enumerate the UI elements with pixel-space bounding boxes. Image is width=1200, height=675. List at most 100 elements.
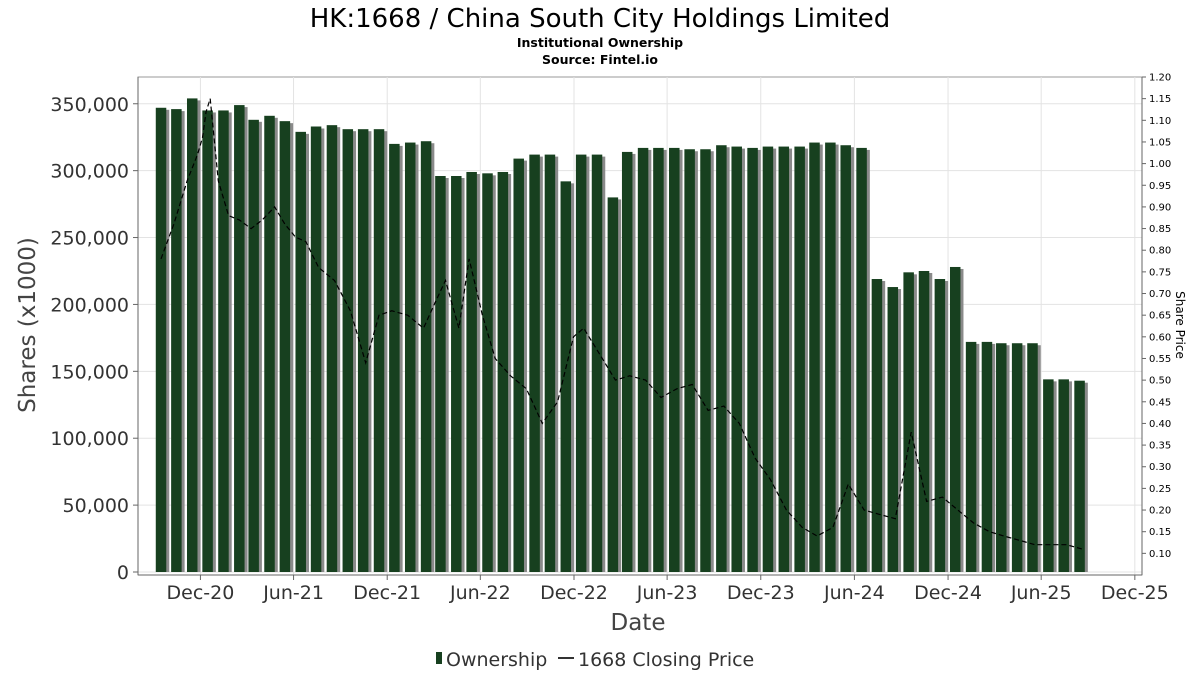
y-axis-label: Shares (x1000)	[15, 237, 41, 413]
ownership-bar	[202, 110, 213, 572]
y-tick-label: 300,000	[50, 161, 129, 183]
y-tick-label: 150,000	[50, 361, 129, 383]
ownership-bar	[1043, 379, 1054, 572]
y2-tick-label: 0.60	[1149, 332, 1171, 343]
x-tick-label: Jun-21	[262, 582, 324, 604]
ownership-bar	[637, 147, 649, 573]
ownership-bar	[389, 143, 400, 572]
ownership-bar	[669, 147, 680, 573]
y2-axis-ticks: 0.10 0.15 0.20 0.25 0.30 0.35 0.40 0.45 0.50 0.55…	[1142, 73, 1171, 560]
ownership-bar	[918, 270, 930, 572]
ownership-bar	[420, 141, 432, 572]
ownership-bar	[591, 154, 603, 572]
x-tick-label: Jun-24	[823, 582, 885, 604]
y2-tick-label: 0.85	[1149, 224, 1171, 235]
y-tick-label: 200,000	[50, 294, 129, 316]
y2-tick-label: 0.20	[1149, 506, 1171, 517]
y2-tick-label: 0.80	[1149, 246, 1171, 257]
y2-tick-label: 1.00	[1149, 159, 1171, 170]
y2-tick-label: 1.05	[1149, 137, 1171, 148]
ownership-bar	[482, 173, 493, 572]
ownership-bar	[887, 287, 899, 572]
ownership-bar	[234, 105, 245, 572]
y-tick-label: 0	[117, 562, 129, 584]
ownership-bar	[996, 343, 1007, 572]
y2-tick-label: 0.30	[1149, 462, 1171, 473]
ownership-bar	[731, 146, 742, 572]
ownership-bar	[248, 119, 259, 572]
legend-price-label: 1668 Closing Price	[578, 649, 754, 671]
ownership-bars	[155, 98, 1088, 573]
ownership-bar	[1027, 343, 1038, 572]
ownership-bar	[466, 171, 477, 572]
x-tick-label: Dec-23	[727, 582, 795, 604]
ownership-bar	[934, 279, 946, 572]
ownership-bar	[762, 146, 774, 572]
y2-tick-label: 0.40	[1149, 419, 1171, 430]
ownership-bar	[1011, 343, 1023, 572]
ownership-bar	[856, 147, 867, 573]
closing-price-line	[160, 98, 1083, 550]
y2-tick-label: 0.95	[1149, 181, 1171, 192]
chart-title: HK:1668 / China South City Holdings Limi…	[310, 4, 891, 34]
x-tick-label: Dec-25	[1101, 582, 1169, 604]
x-tick-label: Dec-22	[540, 582, 608, 604]
ownership-bar	[871, 279, 883, 572]
x-tick-label: Dec-24	[914, 582, 982, 604]
ownership-bar	[575, 154, 587, 572]
y-tick-label: 350,000	[50, 94, 129, 116]
ownership-bar	[218, 110, 229, 572]
y-tick-label: 50,000	[63, 495, 129, 517]
ownership-bar	[716, 145, 727, 572]
ownership-bar	[794, 146, 805, 572]
ownership-bar	[700, 149, 711, 573]
x-tick-label: Jun-23	[636, 582, 698, 604]
x-axis-ticks: Dec-20 Jun-21 Dec-21 Jun-22 Dec-22 Jun-23 Dec-…	[167, 575, 1169, 604]
ownership-bar	[264, 115, 275, 572]
ownership-bar	[621, 151, 633, 572]
ownership-bar	[513, 158, 524, 573]
ownership-bar	[809, 142, 820, 572]
y2-tick-label: 0.35	[1149, 441, 1171, 452]
ownership-bar	[684, 149, 695, 573]
x-tick-label: Jun-22	[449, 582, 511, 604]
ownership-bar	[1074, 380, 1085, 572]
ownership-bar	[186, 98, 198, 573]
ownership-bar	[560, 181, 572, 572]
y2-tick-label: 0.50	[1149, 376, 1171, 387]
legend-ownership-swatch	[436, 652, 442, 664]
x-tick-label: Jun-25	[1010, 582, 1072, 604]
x-tick-label: Dec-21	[353, 582, 421, 604]
y-tick-label: 250,000	[50, 228, 129, 250]
ownership-bar	[903, 272, 914, 572]
ownership-bar	[497, 171, 509, 572]
y-tick-label: 100,000	[50, 428, 129, 450]
y2-tick-label: 1.15	[1149, 94, 1171, 105]
ownership-bar	[778, 146, 790, 572]
ownership-bar	[1058, 379, 1069, 572]
y2-tick-label: 1.20	[1149, 73, 1171, 84]
y2-tick-label: 0.90	[1149, 202, 1171, 213]
ownership-bar	[155, 107, 167, 573]
ownership-bar	[171, 109, 182, 573]
ownership-bar	[310, 126, 322, 572]
ownership-bar	[279, 121, 291, 572]
ownership-bar	[451, 176, 462, 572]
y2-tick-label: 0.75	[1149, 267, 1171, 278]
chart-subtitle-ownership: Institutional Ownership	[517, 35, 683, 50]
ownership-bar	[949, 266, 961, 572]
ownership-bar	[404, 142, 416, 572]
ownership-bar	[607, 197, 619, 573]
ownership-bar	[965, 341, 977, 572]
chart-subtitle-source: Source: Fintel.io	[542, 52, 658, 67]
y2-axis-label: Share Price	[1173, 291, 1187, 359]
ownership-bar	[373, 129, 385, 573]
ownership-bar	[747, 147, 758, 573]
x-axis-label: Date	[611, 610, 666, 636]
legend: Ownership 1668 Closing Price	[436, 649, 754, 671]
ownership-bar	[981, 341, 993, 572]
y-axis-ticks: 0 50,000 100,000 150,000 200,000 250,000 300,0…	[50, 94, 138, 584]
ownership-bar	[295, 131, 306, 572]
x-tick-label: Dec-20	[167, 582, 235, 604]
